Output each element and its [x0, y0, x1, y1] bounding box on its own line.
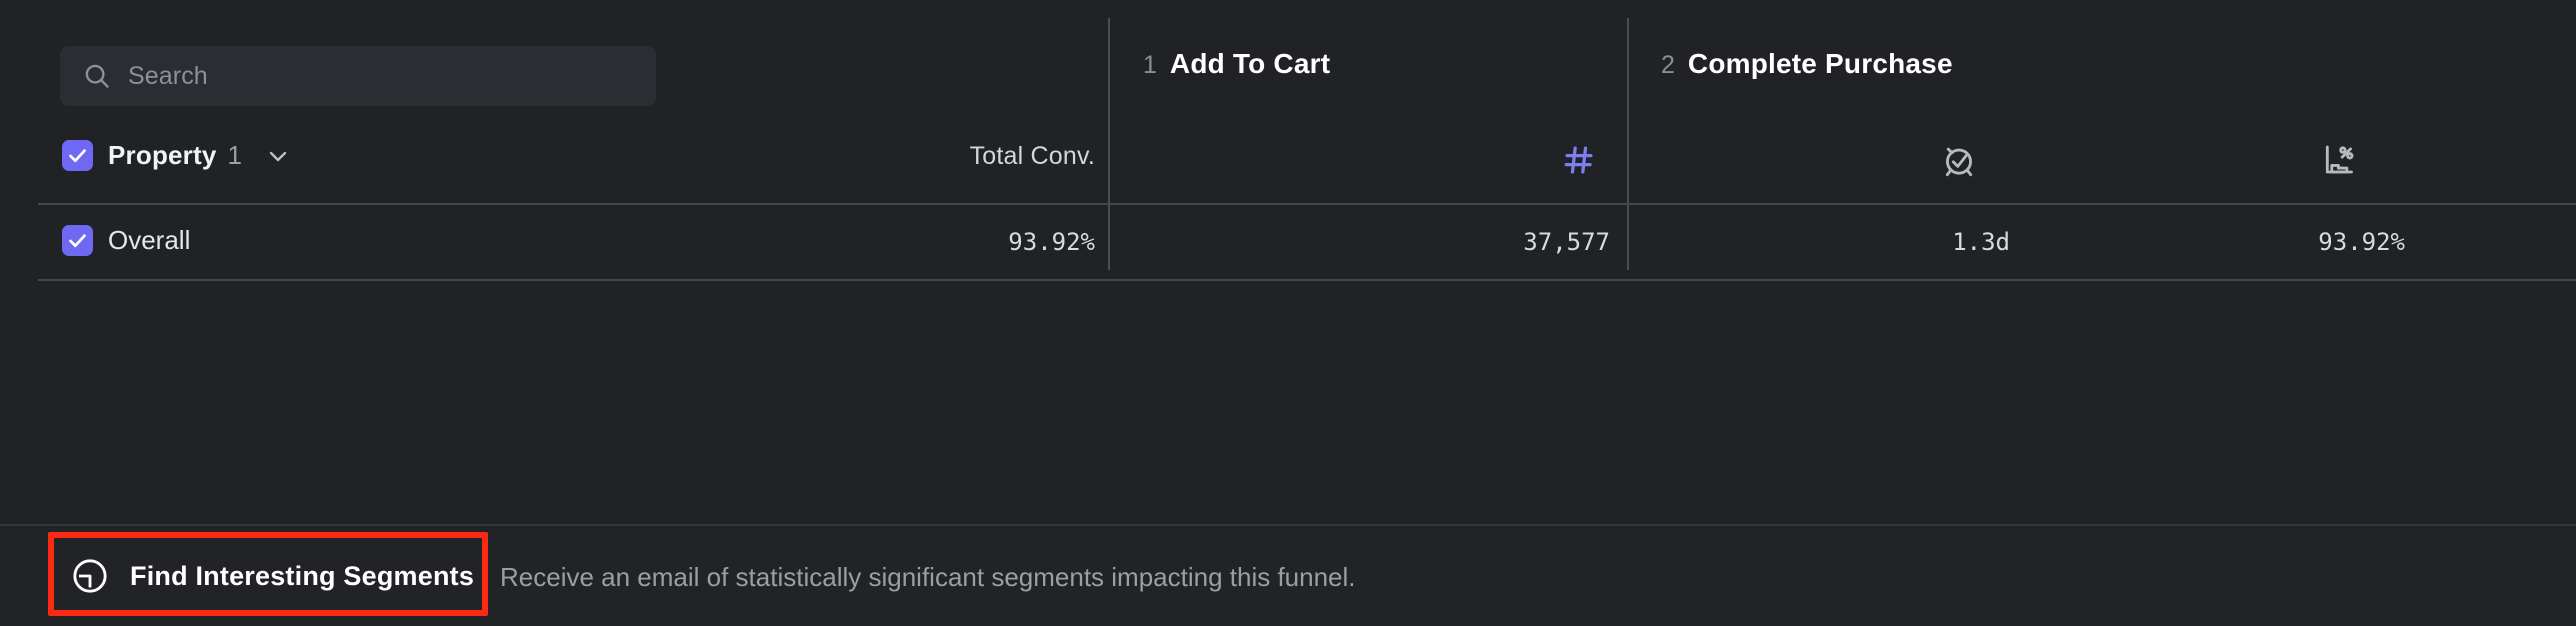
table-header-row: Search Property 1 Total Conv. 1: [0, 0, 2576, 203]
row-checkbox[interactable]: [62, 225, 93, 256]
segment-circle-icon: [70, 556, 110, 596]
funnel-table: Search Property 1 Total Conv. 1: [0, 0, 2576, 281]
row-label: Overall: [108, 225, 191, 255]
property-header-cell[interactable]: Property 1: [62, 140, 290, 171]
search-input[interactable]: Search: [60, 46, 656, 106]
chevron-down-icon[interactable]: [257, 144, 290, 168]
search-placeholder: Search: [128, 61, 208, 90]
step-header-2[interactable]: 2 Complete Purchase: [1661, 48, 1953, 80]
total-conv-column-header[interactable]: Total Conv.: [969, 142, 1095, 170]
cell-total-conv: 93.92%: [1008, 228, 1095, 256]
property-select-all-checkbox[interactable]: [62, 140, 93, 171]
cell-step2-rate: 93.92%: [2318, 228, 2405, 256]
row-label-cell[interactable]: Overall: [62, 225, 190, 256]
bottom-bar: Find Interesting Segments Receive an ema…: [0, 526, 2576, 626]
find-segments-description: Receive an email of statistically signif…: [500, 562, 1356, 592]
property-header-count: 1: [227, 140, 242, 170]
clock-check-icon[interactable]: [1937, 138, 1981, 182]
funnel-percent-icon[interactable]: [2317, 138, 2361, 182]
table-row[interactable]: Overall 93.92% 37,577 1.3d 93.92%: [0, 203, 2576, 279]
column-divider-step1: [1108, 18, 1110, 270]
step-number: 2: [1661, 51, 1675, 79]
column-divider-step2: [1627, 18, 1629, 270]
step-header-1[interactable]: 1 Add To Cart: [1143, 48, 1330, 80]
find-interesting-segments-button[interactable]: Find Interesting Segments: [70, 556, 474, 596]
find-interesting-segments-label: Find Interesting Segments: [130, 560, 475, 591]
cell-step2-time: 1.3d: [1952, 228, 2010, 256]
hash-count-icon[interactable]: [1557, 138, 1601, 182]
row-divider: [38, 279, 2576, 281]
step-name: Add To Cart: [1169, 48, 1331, 79]
step-name: Complete Purchase: [1687, 48, 1953, 79]
annotation-highlight-box: [48, 532, 488, 616]
search-icon: [82, 61, 112, 91]
property-header-label: Property: [108, 140, 217, 170]
header-divider: [38, 203, 2576, 205]
cell-step1-count: 37,577: [1523, 228, 1610, 256]
step-number: 1: [1143, 51, 1157, 79]
bottom-bar-separator: [0, 524, 2576, 526]
